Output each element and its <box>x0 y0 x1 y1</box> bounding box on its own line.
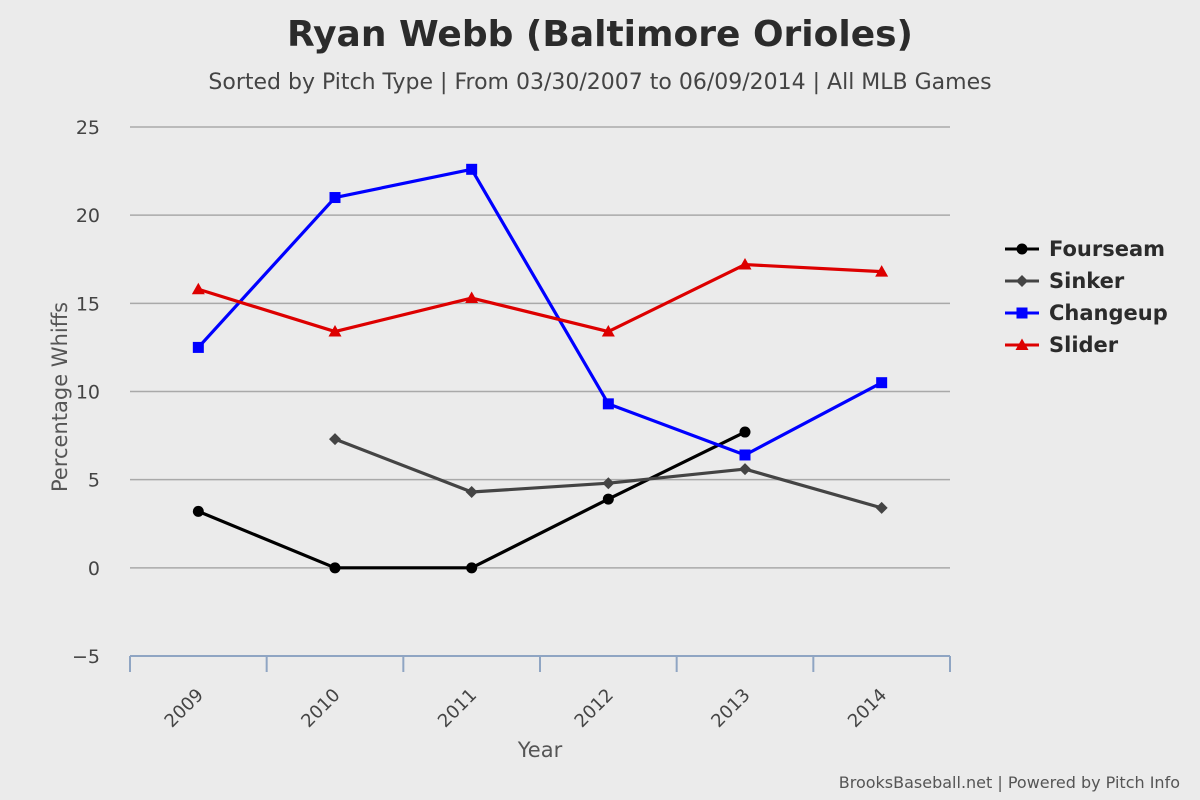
series-line-changeup <box>197 167 883 457</box>
data-point-changeup <box>466 163 478 175</box>
credit-text: BrooksBaseball.net | Powered by Pitch In… <box>838 773 1180 792</box>
data-point-changeup <box>329 192 341 204</box>
data-point-fourseam <box>466 562 478 574</box>
legend-label: Sinker <box>1049 269 1125 293</box>
y-tick-label: 10 <box>76 382 100 404</box>
data-point-changeup <box>876 377 888 389</box>
y-tick-label: 25 <box>76 117 100 139</box>
data-point-sinker <box>875 501 888 514</box>
legend-swatch <box>1005 243 1039 255</box>
data-point-sinker <box>465 486 478 499</box>
y-tick-label: 0 <box>88 558 100 580</box>
data-point-fourseam <box>192 505 204 517</box>
x-tick-label: 2010 <box>297 685 344 732</box>
legend-item-sinker[interactable]: Sinker <box>1003 265 1168 297</box>
data-point-slider <box>191 282 205 295</box>
legend-item-changeup[interactable]: Changeup <box>1003 297 1168 329</box>
series-line-fourseam <box>197 430 746 570</box>
legend: Fourseam Sinker Changeup Slider <box>1003 233 1168 361</box>
legend-item-slider[interactable]: Slider <box>1003 329 1168 361</box>
data-point-changeup <box>192 341 204 353</box>
legend-item-fourseam[interactable]: Fourseam <box>1003 233 1168 265</box>
data-point-sinker <box>602 477 615 490</box>
data-point-sinker <box>329 433 341 446</box>
chart-subtitle: Sorted by Pitch Type | From 03/30/2007 t… <box>208 70 992 95</box>
x-tick-label: 2011 <box>434 685 481 732</box>
y-tick-label: 20 <box>76 205 100 227</box>
chart-title: Ryan Webb (Baltimore Orioles) <box>286 14 914 55</box>
legend-label: Slider <box>1049 333 1119 357</box>
data-point-slider <box>875 265 889 277</box>
data-point-slider <box>601 325 615 337</box>
legend-swatch <box>1005 275 1039 287</box>
legend-label: Changeup <box>1049 301 1168 325</box>
data-point-changeup <box>602 398 614 410</box>
data-point-fourseam <box>329 562 341 574</box>
data-point-sinker <box>739 463 751 476</box>
y-tick-label: −5 <box>72 646 100 668</box>
legend-label: Fourseam <box>1049 237 1166 261</box>
legend-swatch <box>1005 338 1039 350</box>
y-tick-label: 15 <box>76 293 100 315</box>
data-point-changeup <box>739 449 751 461</box>
legend-swatch <box>1005 307 1039 319</box>
y-tick-label: 5 <box>88 470 100 492</box>
x-tick-label: 2012 <box>571 685 618 732</box>
data-point-fourseam <box>602 493 614 505</box>
series-line-slider <box>197 262 882 334</box>
data-point-slider <box>465 291 479 304</box>
x-tick-label: 2014 <box>844 685 891 732</box>
data-point-fourseam <box>739 426 751 438</box>
x-axis-label: Year <box>517 738 563 762</box>
x-tick-label: 2013 <box>707 685 754 732</box>
x-tick-label: 2009 <box>161 685 208 732</box>
data-point-slider <box>738 258 752 270</box>
data-point-slider <box>328 325 342 337</box>
